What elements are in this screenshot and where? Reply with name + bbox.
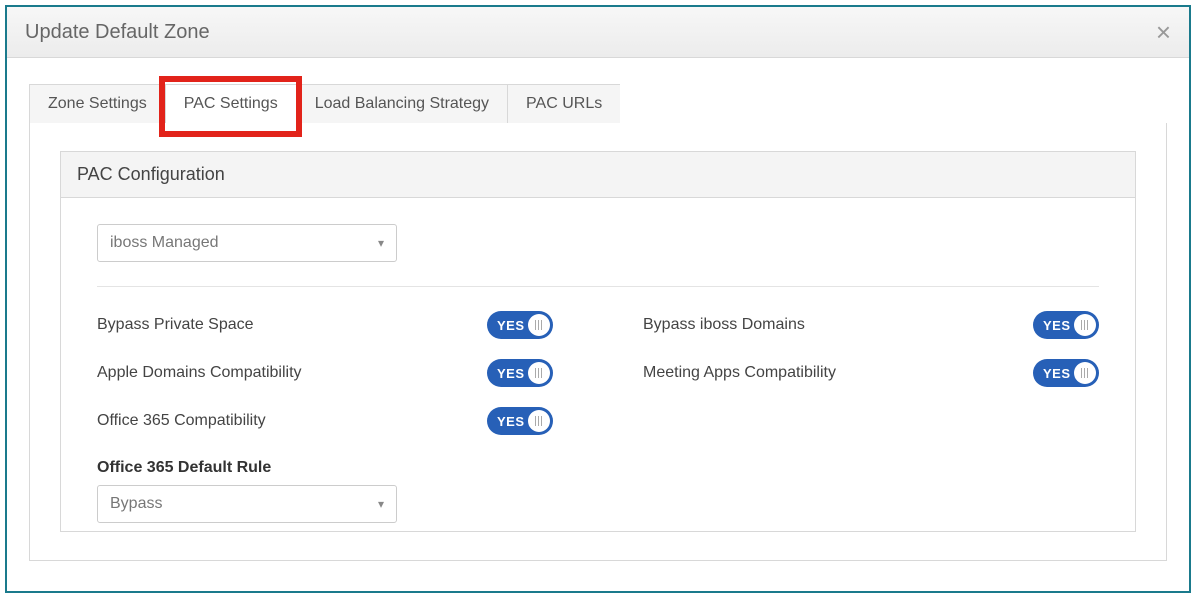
office365-rule-select[interactable]: Bypass ▾ xyxy=(97,485,397,523)
toggle-text: YES xyxy=(1043,318,1071,333)
tabs-area: Zone Settings PAC Settings Load Balancin… xyxy=(7,58,1189,562)
label-bypass-private-space: Bypass Private Space xyxy=(97,316,254,334)
panel-body: iboss Managed ▾ Bypass Private Space YES xyxy=(61,198,1135,531)
tab-zone-settings[interactable]: Zone Settings xyxy=(29,84,165,123)
managed-select-value: iboss Managed xyxy=(110,234,219,252)
toggle-meeting-apps[interactable]: YES xyxy=(1033,359,1099,387)
toggle-office365[interactable]: YES xyxy=(487,407,553,435)
managed-select[interactable]: iboss Managed ▾ xyxy=(97,224,397,262)
panel-title: PAC Configuration xyxy=(61,152,1135,198)
toggle-knob-icon xyxy=(528,314,550,336)
divider xyxy=(97,286,1099,287)
tab-pac-settings[interactable]: PAC Settings xyxy=(165,84,296,123)
dialog-title: Update Default Zone xyxy=(25,21,210,44)
pac-config-panel: PAC Configuration iboss Managed ▾ Bypass… xyxy=(60,151,1136,532)
row-bypass-private-space: Bypass Private Space YES xyxy=(97,311,553,339)
office365-rule-value: Bypass xyxy=(110,495,162,513)
chevron-down-icon: ▾ xyxy=(378,236,384,250)
update-zone-dialog: Update Default Zone × Zone Settings PAC … xyxy=(5,5,1191,593)
row-apple-domains: Apple Domains Compatibility YES xyxy=(97,359,553,387)
label-office365: Office 365 Compatibility xyxy=(97,412,266,430)
tab-content: PAC Configuration iboss Managed ▾ Bypass… xyxy=(29,123,1167,561)
toggle-bypass-private-space[interactable]: YES xyxy=(487,311,553,339)
toggle-knob-icon xyxy=(528,410,550,432)
toggle-knob-icon xyxy=(1074,362,1096,384)
tab-pac-urls[interactable]: PAC URLs xyxy=(507,84,620,123)
toggles-grid: Bypass Private Space YES Bypass iboss Do… xyxy=(97,311,1099,435)
toggle-text: YES xyxy=(497,366,525,381)
label-apple-domains: Apple Domains Compatibility xyxy=(97,364,302,382)
managed-select-wrap: iboss Managed ▾ xyxy=(97,224,1099,262)
office365-rule-section: Office 365 Default Rule Bypass ▾ xyxy=(97,459,1099,523)
dialog-header: Update Default Zone × xyxy=(7,7,1189,58)
tab-load-balancing[interactable]: Load Balancing Strategy xyxy=(296,84,507,123)
toggle-text: YES xyxy=(497,318,525,333)
toggle-bypass-iboss-domains[interactable]: YES xyxy=(1033,311,1099,339)
close-icon[interactable]: × xyxy=(1156,19,1171,45)
row-meeting-apps: Meeting Apps Compatibility YES xyxy=(643,359,1099,387)
tab-strip: Zone Settings PAC Settings Load Balancin… xyxy=(29,84,1167,124)
toggle-apple-domains[interactable]: YES xyxy=(487,359,553,387)
toggle-knob-icon xyxy=(1074,314,1096,336)
row-office365: Office 365 Compatibility YES xyxy=(97,407,553,435)
toggle-text: YES xyxy=(497,414,525,429)
chevron-down-icon: ▾ xyxy=(378,497,384,511)
row-bypass-iboss-domains: Bypass iboss Domains YES xyxy=(643,311,1099,339)
toggle-knob-icon xyxy=(528,362,550,384)
office365-rule-label: Office 365 Default Rule xyxy=(97,459,1099,477)
toggle-text: YES xyxy=(1043,366,1071,381)
label-bypass-iboss-domains: Bypass iboss Domains xyxy=(643,316,805,334)
label-meeting-apps: Meeting Apps Compatibility xyxy=(643,364,836,382)
